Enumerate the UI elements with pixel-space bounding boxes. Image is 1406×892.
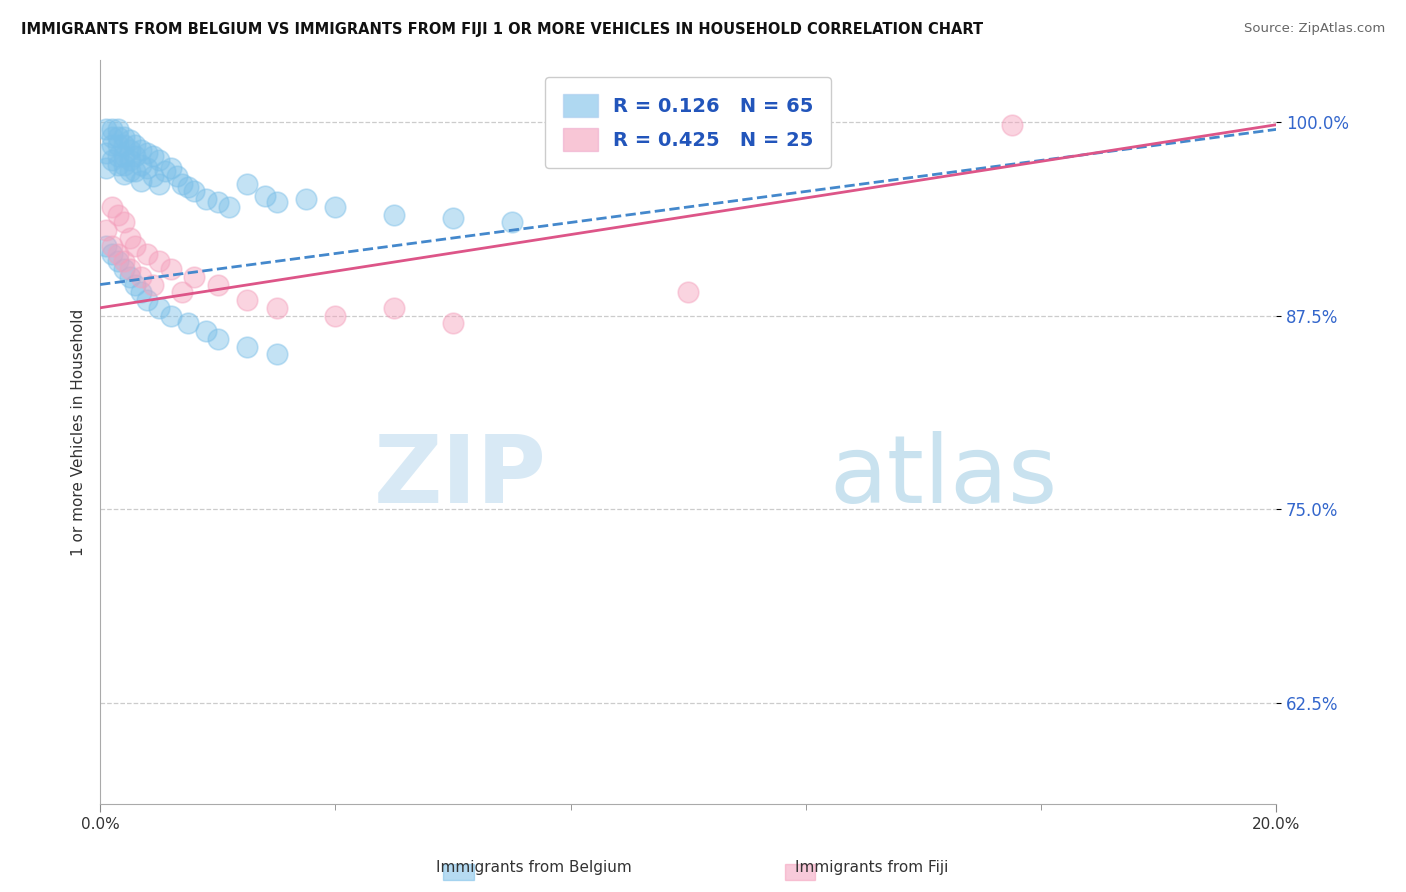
Point: [382, 301, 405, 315]
Point: [194, 192, 217, 206]
Point: [112, 130, 135, 145]
Point: [153, 164, 176, 178]
Point: [112, 137, 135, 152]
Y-axis label: 1 or more Vehicles in Household: 1 or more Vehicles in Household: [72, 309, 86, 556]
Point: [112, 215, 135, 229]
Point: [136, 145, 159, 160]
Point: [207, 332, 229, 346]
Point: [177, 179, 200, 194]
Point: [207, 277, 229, 292]
Text: Immigrants from Fiji: Immigrants from Fiji: [794, 861, 949, 875]
Point: [112, 158, 135, 172]
Point: [253, 189, 276, 203]
Point: [218, 200, 240, 214]
Point: [236, 177, 259, 191]
Point: [129, 158, 152, 172]
Point: [107, 246, 129, 260]
Point: [266, 195, 288, 210]
Point: [107, 149, 129, 163]
Point: [142, 277, 165, 292]
Point: [148, 254, 170, 268]
Point: [94, 145, 117, 160]
Point: [118, 231, 141, 245]
Legend: R = 0.126   N = 65, R = 0.425   N = 25: R = 0.126 N = 65, R = 0.425 N = 25: [546, 77, 831, 169]
Point: [118, 133, 141, 147]
Point: [107, 158, 129, 172]
Point: [207, 195, 229, 210]
Point: [101, 246, 124, 260]
Point: [129, 173, 152, 187]
Point: [177, 316, 200, 330]
Point: [501, 215, 523, 229]
Point: [101, 130, 124, 145]
Text: Immigrants from Belgium: Immigrants from Belgium: [436, 861, 633, 875]
Point: [441, 316, 464, 330]
Point: [101, 200, 124, 214]
Point: [94, 239, 117, 253]
Point: [129, 269, 152, 284]
Point: [142, 149, 165, 163]
Point: [172, 285, 194, 300]
Point: [323, 309, 346, 323]
Point: [118, 164, 141, 178]
Point: [112, 262, 135, 277]
Point: [159, 262, 181, 277]
Point: [194, 324, 217, 338]
Point: [129, 143, 152, 157]
Point: [136, 293, 159, 307]
Point: [129, 285, 152, 300]
Point: [382, 208, 405, 222]
Point: [124, 239, 146, 253]
Text: ZIP: ZIP: [374, 431, 547, 523]
Point: [183, 269, 205, 284]
Point: [112, 168, 135, 182]
Point: [118, 143, 141, 157]
Point: [94, 223, 117, 237]
Point: [1000, 118, 1022, 132]
Point: [266, 301, 288, 315]
Point: [118, 269, 141, 284]
Point: [101, 122, 124, 136]
Point: [101, 137, 124, 152]
Point: [136, 246, 159, 260]
Text: Source: ZipAtlas.com: Source: ZipAtlas.com: [1244, 22, 1385, 36]
Point: [148, 177, 170, 191]
Point: [107, 130, 129, 145]
Point: [136, 161, 159, 176]
Point: [107, 122, 129, 136]
Point: [124, 137, 146, 152]
Point: [118, 153, 141, 168]
Point: [323, 200, 346, 214]
Point: [166, 169, 188, 183]
Point: [94, 161, 117, 176]
Point: [159, 309, 181, 323]
Point: [101, 153, 124, 168]
Point: [676, 285, 699, 300]
Text: atlas: atlas: [830, 431, 1057, 523]
Point: [295, 192, 318, 206]
Point: [236, 293, 259, 307]
Point: [112, 254, 135, 268]
Point: [148, 301, 170, 315]
Point: [172, 177, 194, 191]
Point: [159, 161, 181, 176]
Point: [266, 347, 288, 361]
Point: [142, 169, 165, 183]
Point: [107, 208, 129, 222]
Point: [183, 185, 205, 199]
Point: [441, 211, 464, 225]
Point: [124, 149, 146, 163]
Point: [101, 239, 124, 253]
Point: [107, 137, 129, 152]
Point: [148, 153, 170, 168]
Point: [124, 164, 146, 178]
Point: [118, 262, 141, 277]
Point: [236, 340, 259, 354]
Text: IMMIGRANTS FROM BELGIUM VS IMMIGRANTS FROM FIJI 1 OR MORE VEHICLES IN HOUSEHOLD : IMMIGRANTS FROM BELGIUM VS IMMIGRANTS FR…: [21, 22, 983, 37]
Point: [124, 277, 146, 292]
Point: [112, 149, 135, 163]
Point: [107, 254, 129, 268]
Point: [94, 122, 117, 136]
